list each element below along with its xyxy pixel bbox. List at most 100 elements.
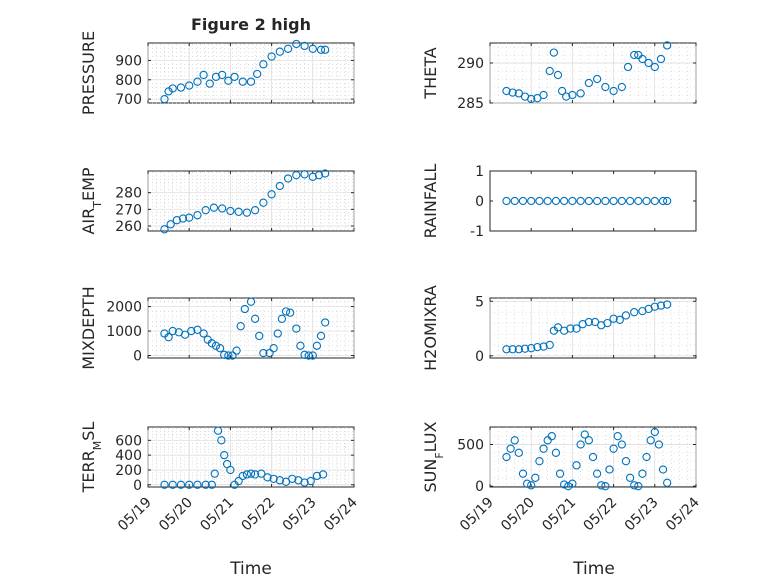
data-point xyxy=(502,86,511,96)
data-point xyxy=(250,206,260,215)
data-point xyxy=(572,324,581,333)
y-tick-label: 5 xyxy=(475,294,484,310)
series-markers xyxy=(502,300,672,354)
data-point xyxy=(572,461,581,470)
panel-mixdepth: 0 1000 2000 MIXDEPTH xyxy=(79,286,355,370)
data-point xyxy=(590,317,600,327)
x-tick-label: 05/22 xyxy=(239,495,279,535)
data-point xyxy=(211,341,221,350)
data-point xyxy=(321,169,330,178)
data-point xyxy=(168,326,177,336)
data-point xyxy=(539,90,548,100)
data-point xyxy=(543,436,552,445)
data-point xyxy=(597,481,606,490)
series-markers xyxy=(502,41,672,104)
data-point xyxy=(630,308,639,317)
data-point xyxy=(259,60,268,69)
x-axis-label-left: Time xyxy=(229,559,272,579)
axes-background xyxy=(147,42,355,104)
data-point xyxy=(185,213,194,222)
data-point xyxy=(568,479,577,488)
x-tick-label: 05/22 xyxy=(581,495,621,535)
data-point xyxy=(164,87,173,96)
data-point xyxy=(193,77,202,86)
data-point xyxy=(316,45,326,54)
data-point xyxy=(650,302,659,311)
data-point xyxy=(185,480,194,489)
data-point xyxy=(535,457,544,466)
data-point xyxy=(584,317,594,327)
series-markers xyxy=(502,427,672,491)
y-axis-label: SUNFLUX xyxy=(421,421,446,492)
x-tick-label: 05/20 xyxy=(156,495,196,535)
data-point xyxy=(518,196,528,206)
data-point xyxy=(316,331,326,341)
data-point xyxy=(560,480,569,489)
data-point xyxy=(217,436,226,445)
data-point xyxy=(250,470,260,479)
data-point xyxy=(663,196,672,206)
data-point xyxy=(300,41,309,51)
data-point xyxy=(312,471,322,481)
data-point xyxy=(210,469,219,478)
data-point xyxy=(609,196,618,206)
panel-sun-flux: 0 500 05/19 05/20 05/21 05/22 05/23 05/24 SUNFLU… xyxy=(421,421,703,534)
data-point xyxy=(658,465,668,474)
data-point xyxy=(502,452,511,462)
data-point xyxy=(185,81,194,90)
data-point xyxy=(218,70,227,80)
y-tick-label: 270 xyxy=(115,202,142,218)
y-tick-label: 500 xyxy=(457,438,484,454)
y-tick-label: 2000 xyxy=(106,300,142,316)
data-point xyxy=(656,54,666,64)
data-point xyxy=(634,196,643,206)
data-point xyxy=(621,457,631,466)
data-point xyxy=(267,52,276,61)
data-point xyxy=(592,196,602,206)
data-point xyxy=(228,351,237,360)
data-point xyxy=(253,69,262,79)
data-point xyxy=(308,44,317,53)
grid xyxy=(489,427,697,487)
data-point xyxy=(201,206,210,215)
data-point xyxy=(584,436,594,445)
data-point xyxy=(318,470,328,479)
data-point xyxy=(543,196,552,206)
data-point xyxy=(246,297,256,306)
y-tick-label: 700 xyxy=(115,92,142,108)
axes-background xyxy=(147,297,355,359)
data-point xyxy=(658,196,668,206)
data-point xyxy=(267,190,276,199)
data-point xyxy=(613,432,622,441)
data-point xyxy=(283,174,293,183)
data-point xyxy=(281,307,291,316)
data-point xyxy=(296,341,305,350)
data-point xyxy=(527,94,536,104)
data-point xyxy=(250,314,260,323)
data-point xyxy=(199,70,208,80)
data-point xyxy=(568,90,577,100)
data-point xyxy=(172,216,181,225)
data-point xyxy=(609,444,618,453)
data-point xyxy=(218,204,227,213)
data-point xyxy=(285,308,295,317)
data-point xyxy=(551,448,561,457)
data-point xyxy=(232,346,241,355)
data-point xyxy=(609,314,618,323)
figure-title: Figure 2 high xyxy=(191,15,311,34)
data-point xyxy=(527,344,536,353)
data-point xyxy=(166,220,175,229)
series-markers xyxy=(160,297,330,360)
data-point xyxy=(259,348,268,358)
data-point xyxy=(514,448,523,457)
data-point xyxy=(224,351,233,360)
data-point xyxy=(617,82,626,92)
data-point xyxy=(226,206,235,216)
grid xyxy=(147,43,355,104)
x-tick-label: 05/19 xyxy=(457,495,497,535)
data-point xyxy=(601,482,610,491)
data-point xyxy=(292,39,301,49)
data-point xyxy=(275,181,284,191)
data-point xyxy=(160,480,169,489)
